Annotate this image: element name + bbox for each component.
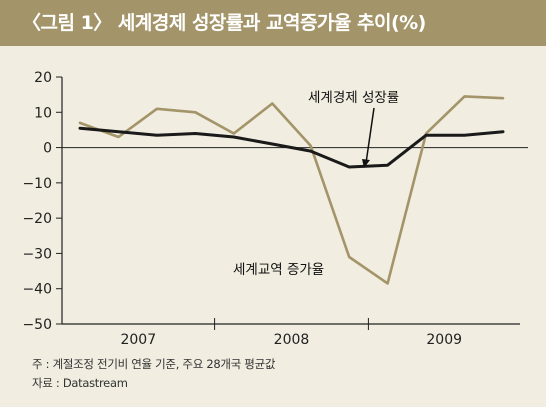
gdp-series-label: 세계경제 성장률 [308,90,399,106]
chart-title: 〈그림 1〉 세계경제 성장률과 교역증가율 추이(%) [0,0,546,46]
y-tick-label: −20 [22,211,52,227]
y-tick-label: −40 [22,282,52,298]
chart-axes: 20 10 0 −10 −20 −30 −40 −50 2007 2008 2009 [22,70,528,348]
chart-source: 자료 : Datastream [32,376,128,390]
y-tick-label: −30 [22,246,52,262]
y-tick-label: 20 [34,70,52,86]
y-tick-label: −50 [22,317,52,333]
y-tick-label: 0 [43,141,52,157]
chart-note: 주 : 계절조정 전기비 연율 기준, 주요 28개국 평균값 [32,357,276,371]
gdp-series-pointer-head [362,159,370,168]
annotations: 세계경제 성장률 세계교역 증가율 [233,90,399,278]
trade-series-label: 세계교역 증가율 [233,262,324,278]
x-year-label: 2008 [274,332,310,348]
gdp-series-pointer [365,107,375,164]
trade-growth-line [78,95,505,285]
y-tick-label: −10 [22,176,52,192]
x-year-label: 2009 [426,332,462,348]
series-layer [78,95,505,285]
gdp-growth-line [78,126,505,169]
line-chart: 20 10 0 −10 −20 −30 −40 −50 2007 2008 2009 세계경제 성장… [22,70,528,348]
y-tick-label: 10 [34,105,52,121]
x-year-label: 2007 [120,332,156,348]
